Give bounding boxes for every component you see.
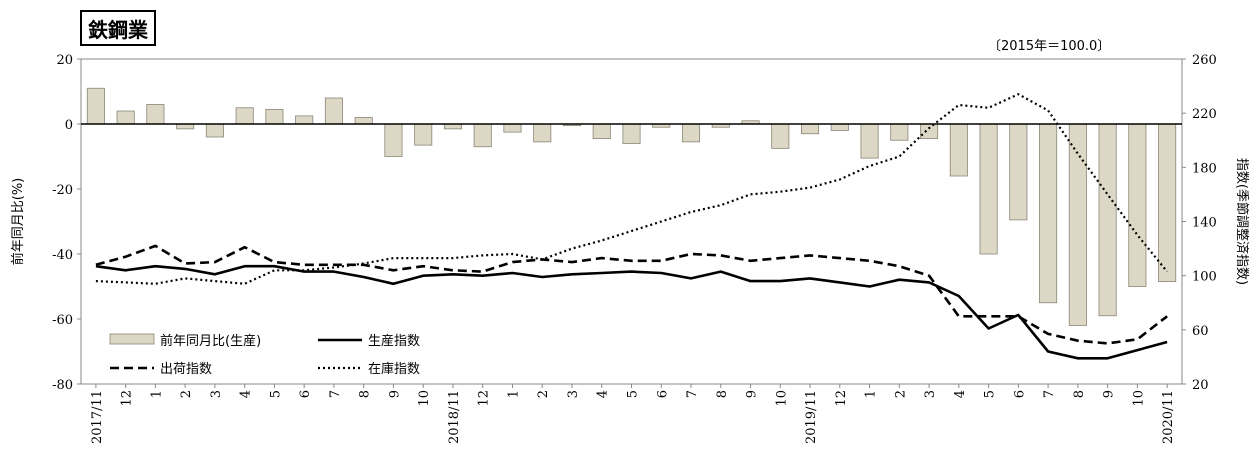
chart-title: 鉄鋼業 <box>80 10 156 46</box>
x-tick-label-0: 2017/11 <box>90 390 105 444</box>
legend-label-3: 在庫指数 <box>368 362 420 377</box>
left-tick-label-0: 20 <box>56 53 73 68</box>
bar-33 <box>1068 123 1087 326</box>
x-tick-label-32: 7 <box>1042 390 1057 398</box>
legend-label-0: 前年同月比(生産) <box>160 333 261 349</box>
bar-0 <box>86 87 105 125</box>
x-tick-label-34: 9 <box>1102 390 1117 398</box>
bar-6 <box>265 108 284 125</box>
x-tick-label-1: 12 <box>120 390 135 407</box>
x-tick-label-18: 5 <box>626 390 641 398</box>
legend-label-1: 生産指数 <box>368 333 420 349</box>
left-tick-label-3: -40 <box>52 248 73 263</box>
bar-27 <box>890 123 909 141</box>
bar-4 <box>205 123 224 138</box>
x-tick-label-16: 3 <box>566 390 581 398</box>
bar-32 <box>1039 123 1058 304</box>
x-tick-label-8: 7 <box>328 390 343 398</box>
legend-label-2: 出荷指数 <box>160 362 212 377</box>
x-tick-label-5: 4 <box>239 390 254 398</box>
right-tick-label-5: 60 <box>1192 324 1209 339</box>
right-tick-label-1: 220 <box>1192 107 1217 122</box>
bar-25 <box>830 123 849 131</box>
bar-31 <box>1009 123 1028 221</box>
bar-34 <box>1098 123 1117 317</box>
bar-13 <box>473 123 492 148</box>
bar-11 <box>414 123 433 146</box>
bar-5 <box>235 107 254 125</box>
x-tick-label-14: 1 <box>506 390 521 398</box>
bar-7 <box>295 115 314 125</box>
bar-17 <box>592 123 611 140</box>
left-tick-label-5: -80 <box>52 378 73 393</box>
x-tick-label-11: 10 <box>417 390 432 407</box>
series-line-1 <box>95 244 1168 345</box>
x-tick-label-10: 9 <box>387 390 402 398</box>
x-tick-label-25: 12 <box>834 390 849 407</box>
bar-29 <box>949 123 968 177</box>
bar-20 <box>681 123 701 143</box>
right-tick-label-4: 100 <box>1192 270 1217 285</box>
x-tick-label-26: 1 <box>864 390 879 398</box>
bar-36 <box>1158 123 1177 283</box>
x-tick-label-3: 2 <box>179 390 194 398</box>
bar-9 <box>354 117 373 125</box>
legend-swatch-0 <box>109 333 155 345</box>
left-tick-label-4: -60 <box>52 313 73 328</box>
series-line-0 <box>95 264 1168 360</box>
left-tick-label-2: -20 <box>52 183 73 198</box>
bar-30 <box>979 123 998 255</box>
x-tick-label-20: 7 <box>685 390 700 398</box>
bar-35 <box>1128 123 1147 287</box>
x-tick-label-27: 2 <box>893 390 908 398</box>
x-tick-label-24: 2019/11 <box>804 390 819 444</box>
left-axis-label: 前年同月比(%) <box>10 178 26 266</box>
bar-15 <box>533 123 552 143</box>
bar-28 <box>920 123 939 140</box>
bar-10 <box>384 123 403 157</box>
x-tick-label-6: 5 <box>268 390 283 398</box>
bar-14 <box>503 123 522 133</box>
x-tick-label-22: 9 <box>745 390 760 398</box>
x-tick-label-4: 3 <box>209 390 224 398</box>
x-tick-label-36: 2020/11 <box>1161 390 1176 444</box>
right-axis-label: 指数(季節調整済指数) <box>1234 158 1249 285</box>
x-tick-label-30: 5 <box>983 390 998 398</box>
x-tick-label-23: 10 <box>774 390 789 407</box>
x-tick-label-7: 6 <box>298 390 313 398</box>
x-tick-label-35: 10 <box>1131 390 1146 407</box>
x-tick-label-21: 8 <box>715 390 730 398</box>
x-tick-label-9: 8 <box>358 390 373 398</box>
x-tick-label-13: 12 <box>477 390 492 407</box>
bar-2 <box>146 104 165 125</box>
x-tick-label-33: 8 <box>1072 390 1087 398</box>
right-tick-label-6: 20 <box>1192 378 1209 393</box>
x-tick-label-2: 1 <box>149 390 164 398</box>
left-tick-label-1: 0 <box>65 118 73 133</box>
base-year-note: 〔2015年＝100.0〕 <box>988 39 1111 54</box>
right-tick-label-0: 260 <box>1192 53 1217 68</box>
x-tick-label-17: 4 <box>596 390 611 398</box>
x-tick-label-12: 2018/11 <box>447 390 462 444</box>
bar-26 <box>860 123 879 159</box>
bar-23 <box>771 123 790 149</box>
right-tick-label-3: 140 <box>1192 216 1217 231</box>
x-tick-label-31: 6 <box>1012 390 1027 398</box>
x-tick-label-15: 2 <box>536 390 551 398</box>
bar-24 <box>801 123 820 135</box>
bar-1 <box>116 110 135 125</box>
bar-8 <box>324 97 343 125</box>
x-tick-label-29: 4 <box>953 390 968 398</box>
series-line-2 <box>95 93 1168 285</box>
x-tick-label-28: 3 <box>923 390 938 398</box>
bar-18 <box>622 123 641 144</box>
x-tick-label-19: 6 <box>655 390 670 398</box>
right-tick-label-2: 180 <box>1192 161 1217 176</box>
